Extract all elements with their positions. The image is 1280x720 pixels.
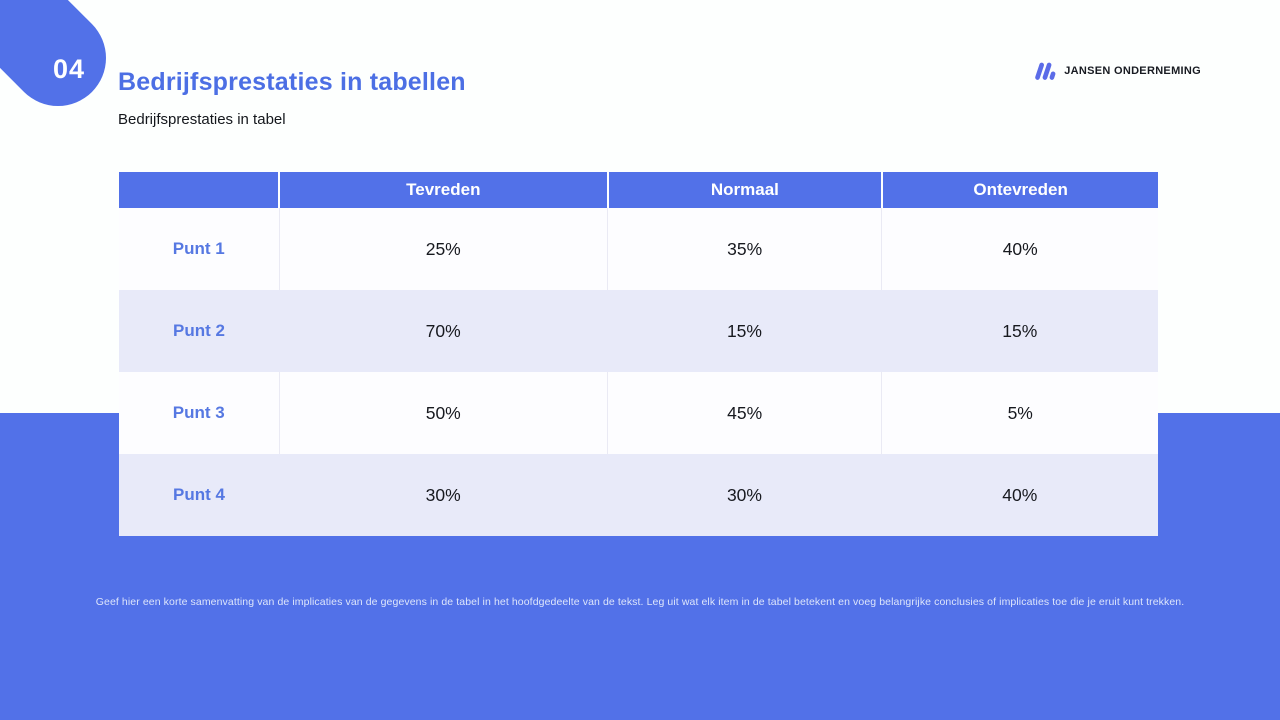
table-cell: 50% <box>278 372 607 454</box>
row-label: Punt 2 <box>173 321 225 340</box>
row-label: Punt 3 <box>172 403 225 422</box>
table-row: Punt 2 70% 15% 15% <box>119 290 1158 372</box>
slide-subtitle: Bedrijfsprestaties in tabel <box>118 111 286 128</box>
table-cell: 40% <box>1002 484 1038 505</box>
table-cell: 40% <box>881 208 1158 290</box>
page-number: 04 <box>52 54 86 84</box>
slide-title: Bedrijfsprestaties in tabellen <box>118 68 466 96</box>
table-row: Punt 3 50% 45% 5% <box>119 372 1158 454</box>
corner-pill-decoration <box>0 0 106 106</box>
summary-text: Geef hier een korte samenvatting van de … <box>95 596 1185 608</box>
brand-logo: JANSEN ONDERNEMING <box>1031 58 1201 84</box>
table-cell: 5% <box>881 372 1158 454</box>
jansen-logo-icon <box>1035 62 1056 80</box>
table-cell: 30% <box>726 484 762 505</box>
table-header-empty <box>119 172 278 208</box>
table-cell: 15% <box>1002 320 1038 341</box>
table-cell: 45% <box>606 372 882 454</box>
table-cell: 35% <box>606 208 882 290</box>
table-row: Punt 4 30% 30% 40% <box>119 454 1158 536</box>
brand-name: JANSEN ONDERNEMING <box>1064 65 1201 77</box>
table-cell: 30% <box>425 484 461 505</box>
table-cell: 70% <box>425 320 461 341</box>
row-label: Punt 1 <box>172 239 225 258</box>
performance-table: Tevreden Normaal Ontevreden Punt 1 25% 3… <box>119 172 1158 536</box>
table-header-row: Tevreden Normaal Ontevreden <box>119 172 1158 208</box>
table-header-normaal: Normaal <box>606 172 882 208</box>
table-cell: 25% <box>278 208 607 290</box>
table-row: Punt 1 25% 35% 40% <box>119 208 1158 290</box>
table-header-tevreden: Tevreden <box>278 172 606 208</box>
table-header-ontevreden: Ontevreden <box>881 172 1158 208</box>
row-label: Punt 4 <box>173 485 225 504</box>
table-cell: 15% <box>726 320 762 341</box>
